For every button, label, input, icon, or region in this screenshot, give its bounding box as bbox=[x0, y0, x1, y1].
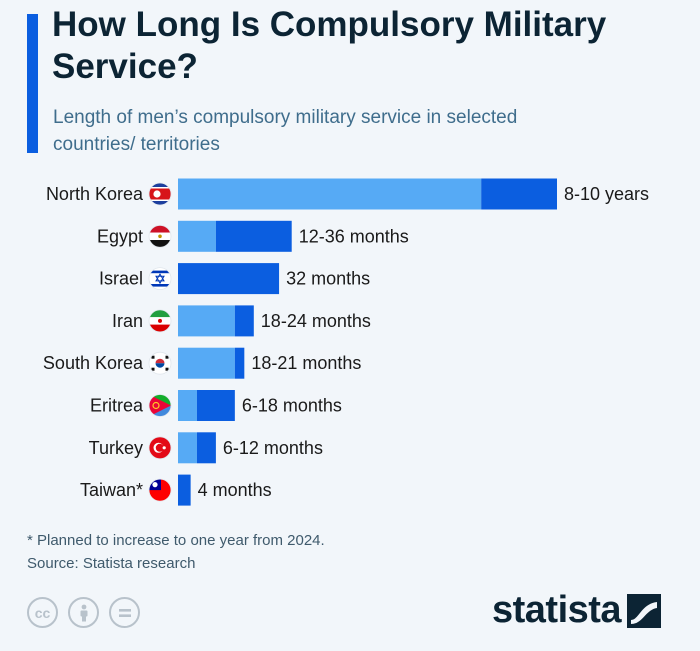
data-label: 6-12 months bbox=[223, 438, 323, 458]
bar-row: South Korea 18-21 months bbox=[43, 347, 361, 379]
bar-row: Egypt 12-36 months bbox=[97, 220, 409, 252]
bar-segment-range bbox=[196, 432, 216, 464]
bar-row: Turkey 6-12 months bbox=[89, 432, 323, 464]
statista-logo[interactable]: statista bbox=[492, 589, 662, 632]
bar-segment-minimum bbox=[178, 390, 197, 421]
data-label: 12-36 months bbox=[299, 226, 409, 246]
bar-segment-range bbox=[215, 220, 292, 252]
data-label: 32 months bbox=[286, 269, 370, 289]
bar-chart: North Korea 8-10 years Egypt 12-36 months Is… bbox=[43, 178, 649, 506]
flag-south-korea-icon bbox=[148, 351, 172, 375]
data-label: 6-18 months bbox=[242, 396, 342, 416]
flag-eritrea-icon bbox=[148, 394, 172, 417]
bar-segment-range bbox=[196, 390, 235, 421]
bar-segment-minimum bbox=[178, 178, 482, 210]
no-derivatives-icon[interactable] bbox=[109, 597, 140, 628]
bar-segment-range bbox=[178, 263, 280, 295]
bar-segment-range bbox=[234, 305, 254, 337]
category-label: Turkey bbox=[89, 438, 143, 458]
flag-north-korea-icon bbox=[148, 182, 172, 206]
bar-segment-minimum bbox=[178, 305, 235, 337]
bar-segment-range bbox=[234, 347, 245, 379]
data-label: 18-21 months bbox=[251, 353, 361, 373]
category-label: Israel bbox=[99, 269, 143, 289]
license-icons: cc bbox=[27, 597, 140, 628]
data-label: 8-10 years bbox=[564, 184, 649, 204]
chart-title: How Long Is Compulsory Military Service? bbox=[52, 5, 607, 86]
bar-segment-minimum bbox=[178, 220, 216, 252]
statista-logo-mark-icon bbox=[627, 593, 662, 628]
bar-segment-minimum bbox=[178, 347, 235, 379]
bar-row: North Korea 8-10 years bbox=[46, 178, 649, 210]
category-label: South Korea bbox=[43, 353, 144, 373]
category-label: Egypt bbox=[97, 226, 143, 246]
footnote: * Planned to increase to one year from 2… bbox=[27, 532, 325, 549]
bar-segment-range bbox=[481, 178, 557, 210]
creative-commons-icon[interactable]: cc bbox=[27, 597, 58, 628]
data-label: 4 months bbox=[198, 480, 272, 500]
bar-row: Iran 18-24 months bbox=[112, 305, 371, 337]
statista-logo-text: statista bbox=[492, 589, 622, 631]
chart-subtitle: Length of men’s compulsory military serv… bbox=[53, 107, 518, 155]
category-label: Iran bbox=[112, 311, 143, 331]
bar-row: Taiwan* 4 months bbox=[80, 474, 272, 506]
bar-segment-range bbox=[178, 474, 191, 506]
title-accent-bar bbox=[27, 14, 38, 153]
source-note: Source: Statista research bbox=[27, 555, 196, 572]
bar-row: Eritrea 6-18 months bbox=[90, 390, 342, 421]
flag-israel-icon bbox=[148, 267, 172, 291]
data-label: 18-24 months bbox=[261, 311, 371, 331]
flag-taiwan-icon bbox=[148, 478, 172, 502]
bar-segment-minimum bbox=[178, 432, 197, 464]
flag-turkey-icon bbox=[148, 436, 172, 460]
category-label: Eritrea bbox=[90, 396, 144, 416]
category-label: Taiwan* bbox=[80, 480, 143, 500]
bar-row: Israel 32 months bbox=[99, 263, 370, 295]
category-label: North Korea bbox=[46, 184, 144, 204]
attribution-icon[interactable] bbox=[68, 597, 99, 628]
flag-egypt-icon bbox=[148, 224, 172, 248]
flag-iran-icon bbox=[148, 309, 172, 333]
